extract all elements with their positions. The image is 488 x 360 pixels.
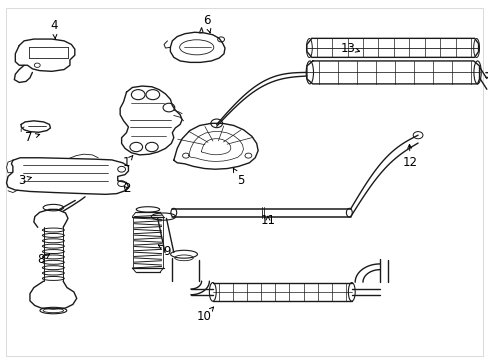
- Text: 11: 11: [260, 214, 275, 227]
- Text: 4: 4: [50, 19, 58, 39]
- Text: 8: 8: [37, 253, 50, 266]
- Text: 10: 10: [197, 307, 213, 324]
- Text: 13: 13: [340, 41, 359, 54]
- Text: 3: 3: [18, 174, 31, 186]
- Text: 5: 5: [233, 168, 244, 187]
- Text: 12: 12: [402, 144, 417, 169]
- Text: 2: 2: [122, 183, 130, 195]
- Text: 1: 1: [122, 155, 133, 169]
- Text: 9: 9: [158, 244, 171, 257]
- Text: 7: 7: [25, 131, 40, 144]
- Text: 6: 6: [203, 14, 210, 33]
